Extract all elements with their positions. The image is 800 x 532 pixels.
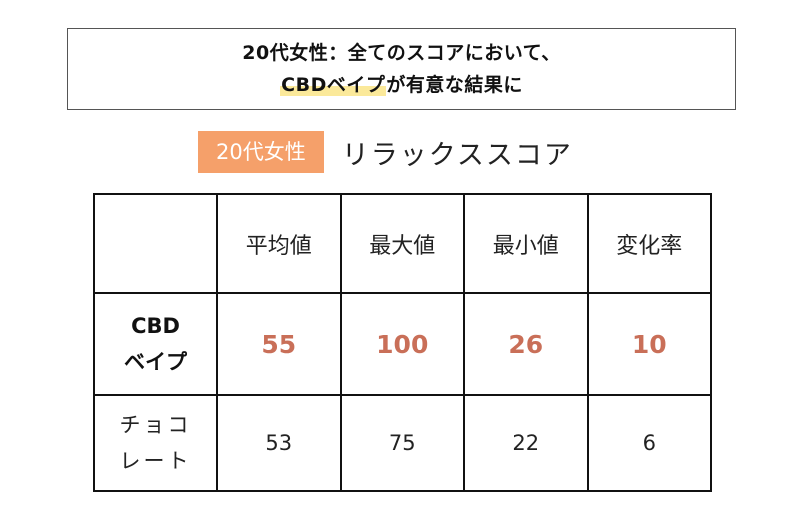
table-header-row: 平均値 最大値 最小値 変化率 — [93, 193, 712, 294]
row-label-line: CBD — [131, 314, 180, 338]
score-title: リラックススコア — [341, 139, 573, 171]
table-row: CBD ベイプ 55 100 26 10 — [93, 292, 712, 396]
value-cell: 6 — [586, 394, 712, 492]
value-cell: 55 — [216, 292, 342, 396]
value-cell: 75 — [339, 394, 465, 492]
value-cell: 100 — [339, 292, 465, 396]
score-table: 平均値 最大値 最小値 変化率 CBD ベイプ 55 100 26 10 チョコ… — [93, 193, 712, 492]
row-label-cell: チョコ レート — [93, 394, 218, 492]
value-cell: 53 — [216, 394, 342, 492]
column-header: 平均値 — [216, 193, 342, 294]
table-row: チョコ レート 53 75 22 6 — [93, 394, 712, 492]
column-header: 最小値 — [463, 193, 589, 294]
value-cell: 22 — [463, 394, 589, 492]
section-header: 20代女性 リラックススコア — [198, 131, 573, 173]
value-cell: 10 — [586, 292, 712, 396]
headline-highlight: CBDベイプ — [280, 74, 387, 96]
headline-line-2: CBDベイプが有意な結果に — [280, 72, 523, 98]
headline-box: 20代女性：全てのスコアにおいて、 CBDベイプが有意な結果に — [67, 28, 736, 110]
column-header: 変化率 — [586, 193, 712, 294]
value-cell: 26 — [463, 292, 589, 396]
table-corner-cell — [93, 193, 218, 294]
row-label-line: レート — [119, 449, 192, 473]
group-badge: 20代女性 — [198, 131, 324, 173]
row-label-line: チョコ — [119, 413, 192, 437]
headline-line-1: 20代女性：全てのスコアにおいて、 — [242, 42, 561, 64]
row-label-cell: CBD ベイプ — [93, 292, 218, 396]
column-header: 最大値 — [339, 193, 465, 294]
row-label-line: ベイプ — [124, 350, 187, 374]
headline-line-2-rest: が有意な結果に — [386, 74, 523, 96]
